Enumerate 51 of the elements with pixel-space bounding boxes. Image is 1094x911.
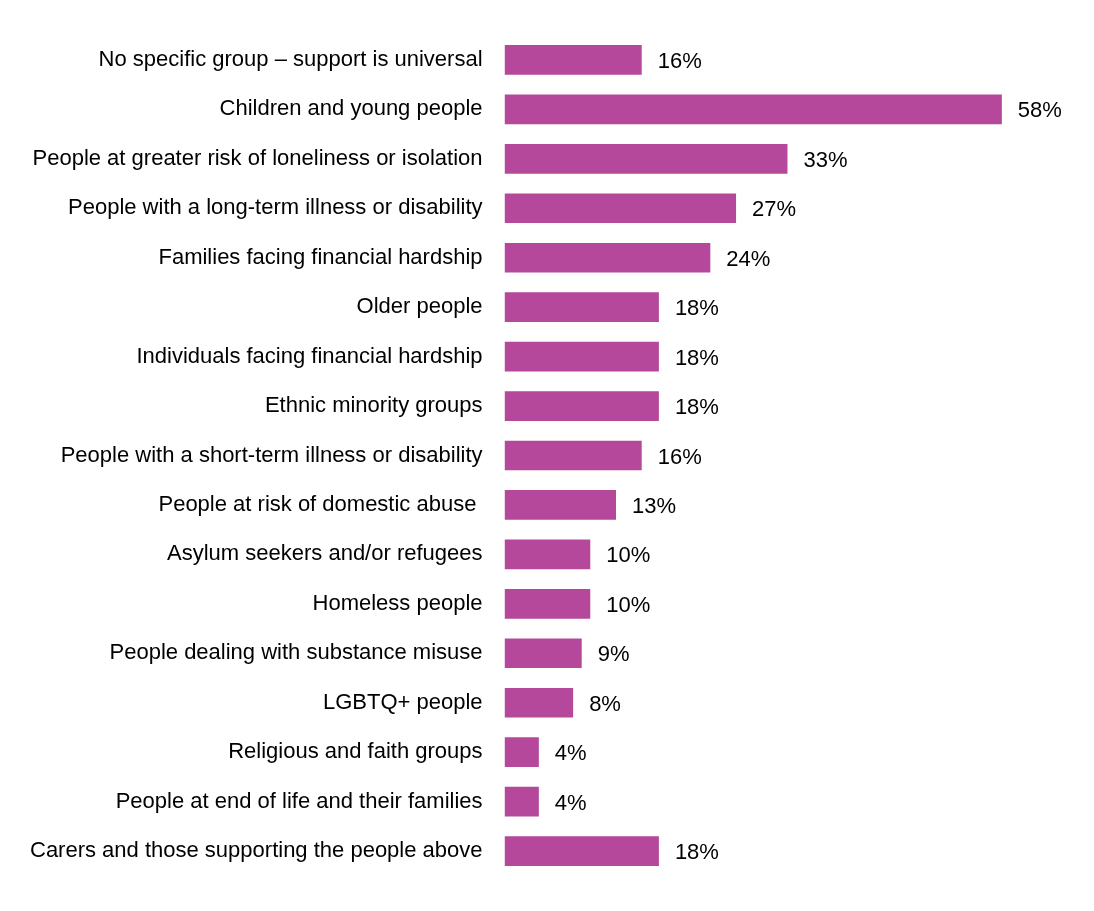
bar (504, 490, 616, 520)
data-label: 4% (554, 789, 587, 815)
data-label: 16% (657, 443, 702, 469)
data-label: 16% (657, 47, 702, 73)
data-label: 18% (674, 394, 719, 420)
bar (504, 341, 659, 372)
y-tick-label: Homeless people (312, 589, 483, 615)
bar (504, 539, 591, 570)
data-label: 8% (589, 690, 621, 716)
data-label: 58% (1017, 97, 1062, 123)
y-tick-label: Children and young people (219, 95, 483, 121)
bar (504, 687, 574, 718)
bar (504, 638, 582, 669)
y-tick-label: People with a long-term illness or disability (68, 194, 483, 220)
data-label: 33% (803, 146, 848, 172)
y-tick-label: LGBTQ+ people (322, 688, 483, 714)
data-label: 27% (752, 196, 797, 222)
y-tick-label: People dealing with substance misuse (109, 639, 483, 665)
bar (504, 836, 659, 866)
y-tick-label: Older people (356, 293, 483, 319)
y-tick-label: Ethnic minority groups (264, 392, 483, 418)
data-label: 4% (554, 740, 587, 766)
bar (504, 391, 659, 421)
bar (504, 589, 591, 619)
y-tick-label: People with a short-term illness or disability (60, 441, 483, 467)
y-tick-label: People at risk of domestic abuse (158, 491, 483, 517)
data-label: 9% (597, 641, 630, 667)
y-tick-label: Families facing financial hardship (158, 243, 483, 269)
y-tick-label: People at greater risk of loneliness or isolation (32, 144, 483, 170)
bar (504, 737, 539, 768)
bar (504, 786, 539, 817)
y-tick-label: Carers and those supporting the people above (29, 837, 483, 863)
y-tick-label: People at end of life and their families (115, 787, 483, 813)
bar (504, 440, 642, 471)
data-label: 18% (674, 295, 719, 321)
y-tick-label: Religious and faith groups (228, 738, 483, 764)
bar (504, 94, 1002, 125)
bar (504, 193, 737, 224)
bar (504, 292, 659, 322)
data-label: 13% (632, 493, 677, 519)
data-label: 18% (674, 839, 719, 865)
bar (504, 242, 711, 273)
data-label: 18% (674, 344, 719, 370)
y-tick-label: Asylum seekers and/or refugees (167, 540, 483, 566)
bar (504, 45, 642, 75)
data-label: 10% (606, 591, 651, 617)
data-label: 24% (726, 245, 771, 271)
y-tick-label: No specific group – support is universal (98, 45, 483, 71)
data-label: 10% (606, 542, 651, 568)
bar (504, 143, 788, 174)
y-tick-label: Individuals facing financial hardship (136, 342, 483, 368)
